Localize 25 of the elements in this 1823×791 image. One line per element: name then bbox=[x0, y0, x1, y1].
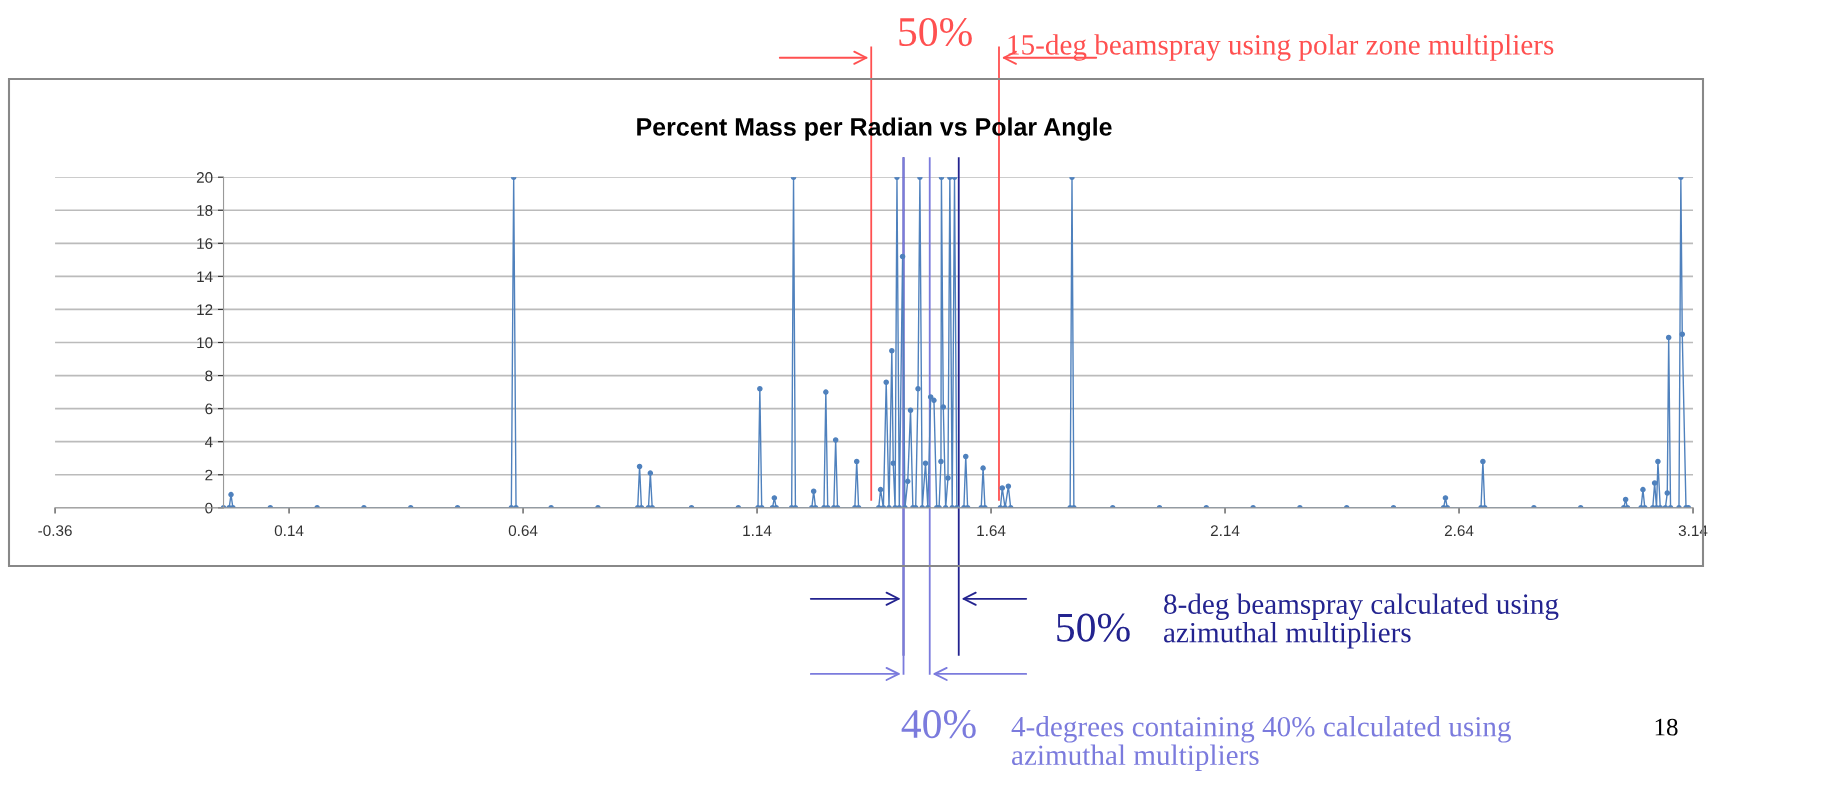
y-tick-label: 4 bbox=[204, 436, 213, 448]
x-tick-label: 0.14 bbox=[274, 525, 304, 537]
y-tick-label: 2 bbox=[205, 469, 213, 481]
x-tick-label: 0.64 bbox=[508, 525, 538, 537]
x-tick-label: 1.64 bbox=[977, 525, 1006, 537]
x-tick-label: 2.14 bbox=[1210, 525, 1240, 536]
y-tick-label: 14 bbox=[197, 271, 213, 282]
y-tick-label: 10 bbox=[197, 337, 213, 349]
text: 18 bbox=[1655, 718, 1678, 736]
text: 50% bbox=[899, 17, 972, 47]
y-tick-label: 0 bbox=[205, 502, 213, 514]
text: 15-deg beamspray using polar zone multipliers bbox=[1008, 34, 1554, 61]
y-tick-label: 16 bbox=[197, 238, 213, 249]
x-tick-label: 1.14 bbox=[743, 525, 772, 536]
text: 40% bbox=[901, 710, 976, 739]
y-tick-label: 20 bbox=[196, 172, 213, 183]
text: 50% bbox=[1057, 613, 1130, 642]
y-tick-label: 18 bbox=[197, 205, 213, 216]
y-tick-label: 12 bbox=[197, 304, 213, 315]
x-tick-label: 2.64 bbox=[1444, 525, 1474, 537]
y-tick-label: 6 bbox=[205, 403, 213, 415]
x-tick-label: -0.36 bbox=[38, 525, 72, 537]
text: 8-deg beamspray calculated using azimuthal multipliers bbox=[1164, 593, 1559, 649]
y-tick-label: 8 bbox=[205, 370, 213, 382]
text: 4-degrees containing 40% calculated using azimuthal multipliers bbox=[1011, 716, 1511, 772]
